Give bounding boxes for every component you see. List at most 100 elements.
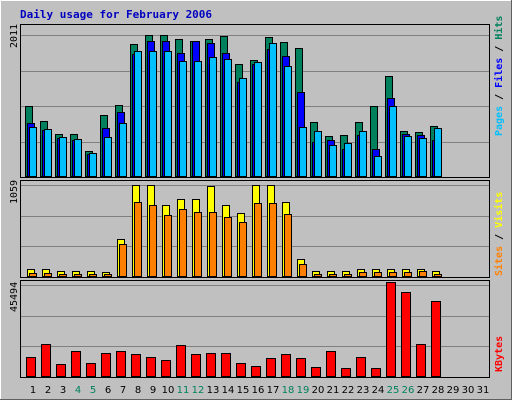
x-tick-label: 27 bbox=[417, 385, 430, 396]
x-tick-label: 17 bbox=[267, 385, 280, 396]
bar-pages-day-24 bbox=[374, 156, 382, 177]
bar-fill bbox=[86, 363, 96, 377]
bar-kbytes-day-12 bbox=[191, 354, 201, 377]
bar-pages-day-2 bbox=[44, 129, 52, 177]
bar-pages-day-4 bbox=[74, 139, 82, 177]
bar-pages-day-10 bbox=[164, 51, 172, 177]
bar-fill bbox=[269, 43, 277, 177]
x-tick-label: 14 bbox=[222, 385, 235, 396]
bar-fill bbox=[404, 136, 412, 177]
x-tick-label: 2 bbox=[45, 385, 51, 396]
x-tick-label: 16 bbox=[252, 385, 265, 396]
bar-fill bbox=[116, 351, 126, 377]
x-tick-label: 6 bbox=[105, 385, 111, 396]
legend-part-2: Files bbox=[493, 58, 505, 88]
bar-fill bbox=[359, 131, 367, 177]
x-tick-label: 15 bbox=[237, 385, 250, 396]
bar-kbytes-day-9 bbox=[146, 357, 156, 377]
bar-fill bbox=[371, 368, 381, 377]
panel-top-max-label: 2011 bbox=[9, 24, 20, 48]
bar-fill bbox=[194, 61, 202, 177]
bar-kbytes-day-21 bbox=[326, 351, 336, 377]
legend-part-1: / bbox=[494, 228, 505, 246]
bar-pages-day-17 bbox=[269, 43, 277, 177]
bar-fill bbox=[314, 131, 322, 177]
legend-part-4: Hits bbox=[493, 16, 505, 40]
x-tick-label: 21 bbox=[327, 385, 340, 396]
bar-kbytes-day-24 bbox=[371, 368, 381, 377]
bar-fill bbox=[386, 282, 396, 377]
bar-pages-day-23 bbox=[359, 131, 367, 177]
bar-fill bbox=[284, 214, 292, 277]
bar-fill bbox=[29, 127, 37, 177]
bar-fill bbox=[239, 222, 247, 277]
bar-pages-day-26 bbox=[404, 136, 412, 177]
panel-hits-files-pages: 2011 Pages / Files / Hits bbox=[9, 16, 505, 178]
bar-pages-day-27 bbox=[419, 138, 427, 177]
x-tick-label: 19 bbox=[297, 385, 310, 396]
bar-fill bbox=[374, 272, 382, 277]
legend-part-0: KBytes bbox=[494, 336, 505, 372]
bar-pages-day-21 bbox=[329, 145, 337, 177]
bar-fill bbox=[224, 59, 232, 177]
bar-pages-day-3 bbox=[59, 137, 67, 177]
bar-fill bbox=[434, 274, 442, 277]
bar-sites-day-19 bbox=[299, 264, 307, 277]
bar-fill bbox=[71, 351, 81, 377]
bar-fill bbox=[374, 156, 382, 177]
bar-sites-day-23 bbox=[359, 272, 367, 277]
bar-fill bbox=[389, 272, 397, 277]
x-tick-label: 5 bbox=[90, 385, 96, 396]
bar-pages-day-15 bbox=[239, 78, 247, 177]
bar-fill bbox=[389, 106, 397, 177]
x-tick-label: 26 bbox=[402, 385, 415, 396]
bar-kbytes-day-11 bbox=[176, 345, 186, 377]
bar-sites-day-20 bbox=[314, 274, 322, 277]
bar-fill bbox=[311, 367, 321, 377]
x-tick-label: 10 bbox=[162, 385, 175, 396]
bar-fill bbox=[401, 292, 411, 377]
bar-fill bbox=[44, 273, 52, 277]
bar-sites-day-27 bbox=[419, 271, 427, 277]
bar-fill bbox=[44, 129, 52, 177]
bar-pages-day-14 bbox=[224, 59, 232, 177]
chart-title: Daily usage for February 2006 bbox=[20, 8, 212, 21]
bar-fill bbox=[326, 351, 336, 377]
bar-fill bbox=[434, 128, 442, 177]
x-tick-label: 18 bbox=[282, 385, 295, 396]
bar-kbytes-day-23 bbox=[356, 357, 366, 377]
x-tick-label: 29 bbox=[447, 385, 460, 396]
bar-fill bbox=[74, 274, 82, 277]
bar-pages-day-7 bbox=[119, 123, 127, 177]
panel-middle-bars bbox=[27, 185, 442, 277]
x-tick-label: 3 bbox=[60, 385, 66, 396]
bar-fill bbox=[101, 353, 111, 377]
bar-pages-day-5 bbox=[89, 153, 97, 177]
bar-fill bbox=[119, 123, 127, 177]
bar-sites-day-28 bbox=[434, 274, 442, 277]
bar-fill bbox=[119, 244, 127, 277]
x-tick-label: 23 bbox=[357, 385, 370, 396]
bar-pages-day-20 bbox=[314, 131, 322, 177]
bar-fill bbox=[419, 271, 427, 277]
bar-kbytes-day-7 bbox=[116, 351, 126, 377]
panel-bottom-bars bbox=[26, 282, 441, 377]
bar-fill bbox=[296, 358, 306, 377]
bar-pages-day-16 bbox=[254, 62, 262, 177]
bar-kbytes-day-26 bbox=[401, 292, 411, 377]
bar-fill bbox=[41, 344, 51, 377]
bar-kbytes-day-25 bbox=[386, 282, 396, 377]
bar-fill bbox=[56, 364, 66, 377]
bar-sites-day-13 bbox=[209, 212, 217, 277]
x-tick-label: 9 bbox=[150, 385, 156, 396]
bar-fill bbox=[431, 301, 441, 377]
bar-fill bbox=[104, 274, 112, 277]
bar-kbytes-day-4 bbox=[71, 351, 81, 377]
bar-pages-day-6 bbox=[104, 137, 112, 177]
legend-part-1: / bbox=[494, 88, 505, 106]
bar-fill bbox=[89, 274, 97, 277]
bar-sites-day-6 bbox=[104, 274, 112, 277]
bar-kbytes-day-14 bbox=[221, 353, 231, 377]
bar-kbytes-day-3 bbox=[56, 364, 66, 377]
